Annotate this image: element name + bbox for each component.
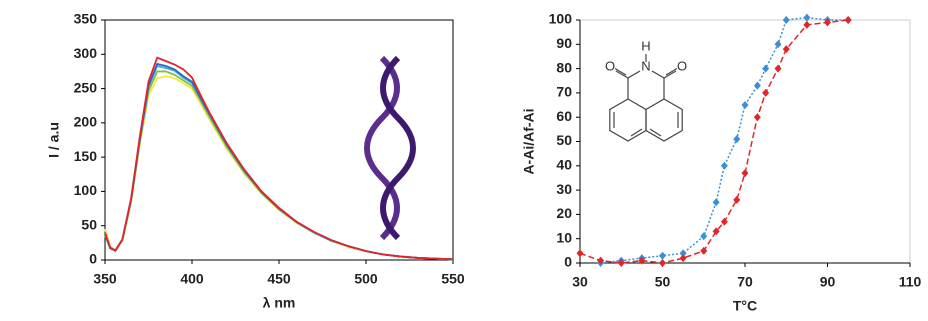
y-tick-label: 0 [89, 251, 97, 267]
y-axis-label: I / a.u [46, 122, 62, 158]
data-point [824, 18, 831, 27]
x-axis-label: T°C [733, 298, 757, 314]
atom-label: N [641, 58, 650, 73]
data-point [712, 198, 720, 207]
chart: 0 50 100 150 200 250 300 350 350 400 450 500 550 λ nm… [46, 11, 465, 311]
y-axis-label: A-Ai/Af-Ai [521, 108, 537, 174]
y-tick-label: 10 [556, 229, 572, 245]
y-tick-label: 50 [81, 216, 97, 232]
data-point [753, 81, 761, 90]
data-point [753, 113, 761, 122]
series-line [104, 75, 454, 261]
series-line [104, 62, 454, 261]
series-line [104, 56, 454, 261]
x-tick-label: 500 [354, 271, 378, 287]
data-point [782, 45, 790, 54]
data-point [576, 249, 584, 258]
data-point [679, 249, 687, 258]
y-tick-label: 150 [74, 148, 98, 164]
data-point [741, 169, 749, 178]
y-tick-label: 350 [74, 11, 98, 27]
y-tick-label: 80 [556, 59, 572, 75]
molecule: O H N O [605, 38, 687, 142]
y-tick-label: 0 [564, 254, 572, 270]
data-point [700, 232, 708, 241]
x-tick-label: 400 [180, 271, 204, 287]
data-point [733, 135, 741, 144]
x-tick-label: 350 [93, 271, 117, 287]
y-tick-label: 250 [74, 79, 98, 95]
data-point [659, 251, 666, 260]
data-point [712, 227, 720, 236]
data-point [774, 64, 782, 73]
atom-label: O [677, 58, 687, 73]
series-line [104, 70, 454, 261]
atom-label: O [605, 58, 615, 73]
data-point [659, 259, 666, 267]
dna-icon [364, 55, 416, 241]
data-point [679, 254, 687, 263]
data-point [803, 20, 811, 29]
y-tick-label: 40 [556, 157, 572, 173]
x-tick-label: 550 [441, 271, 465, 287]
plot-frame [579, 19, 911, 264]
x-tick-label: 70 [737, 274, 753, 290]
series-line [600, 16, 849, 264]
data-point [617, 259, 625, 267]
y-tick-label: 200 [74, 114, 98, 130]
y-tick-label: 50 [556, 132, 572, 148]
data-point [782, 16, 790, 24]
x-tick-label: 30 [572, 274, 588, 290]
y-tick-label: 90 [556, 35, 572, 51]
y-tick-label: 20 [556, 205, 572, 221]
y-tick-label: 60 [556, 108, 572, 124]
data-point [597, 256, 605, 265]
data-point [700, 246, 708, 255]
data-point [720, 217, 728, 226]
y-tick-label: 30 [556, 181, 572, 197]
data-point [762, 88, 770, 97]
data-point [803, 13, 811, 22]
data-point [774, 40, 782, 49]
data-point [741, 101, 749, 110]
data-point [844, 16, 852, 24]
x-tick-label: 90 [820, 274, 836, 290]
data-point [762, 64, 770, 73]
x-tick-label: 110 [899, 274, 922, 290]
y-tick-label: 300 [74, 45, 98, 61]
y-tick-label: 100 [74, 182, 98, 198]
data-point [638, 256, 646, 265]
series-line [104, 64, 454, 261]
plot-frame [104, 19, 454, 261]
x-axis-label: λ nm [263, 295, 296, 311]
atom-label: H [641, 38, 650, 53]
chart: 0 10 20 30 40 50 60 70 80 90 100 30 50 70 90 110 T°C A-Ai… [521, 11, 922, 314]
y-tick-label: 70 [556, 84, 572, 100]
data-point [733, 195, 741, 204]
data-point [720, 161, 728, 170]
x-tick-label: 450 [267, 271, 291, 287]
series-line [579, 19, 849, 264]
y-tick-label: 100 [549, 11, 573, 27]
x-tick-label: 50 [655, 274, 671, 290]
